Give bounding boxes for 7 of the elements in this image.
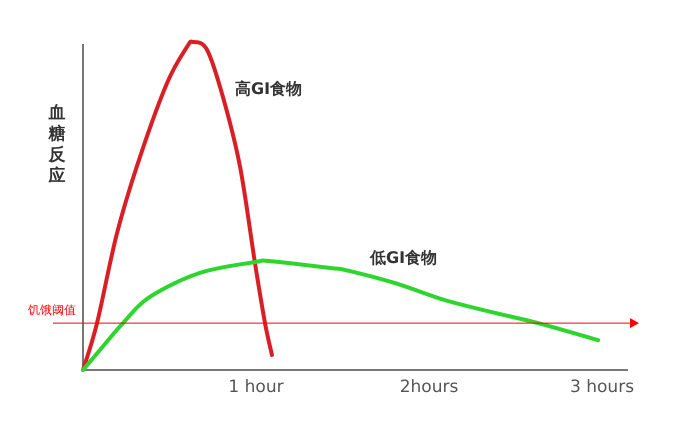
- x-tick-label: 3 hours: [570, 377, 634, 397]
- x-tick-label: 2hours: [400, 377, 458, 397]
- ref-line-label: 饥饿阈值: [27, 303, 76, 318]
- series-label: 低GI食物: [369, 248, 438, 268]
- x-tick-label: 1 hour: [228, 377, 284, 397]
- series-label: 高GI食物: [235, 79, 302, 98]
- y-axis-title: 血糖反应: [48, 103, 66, 186]
